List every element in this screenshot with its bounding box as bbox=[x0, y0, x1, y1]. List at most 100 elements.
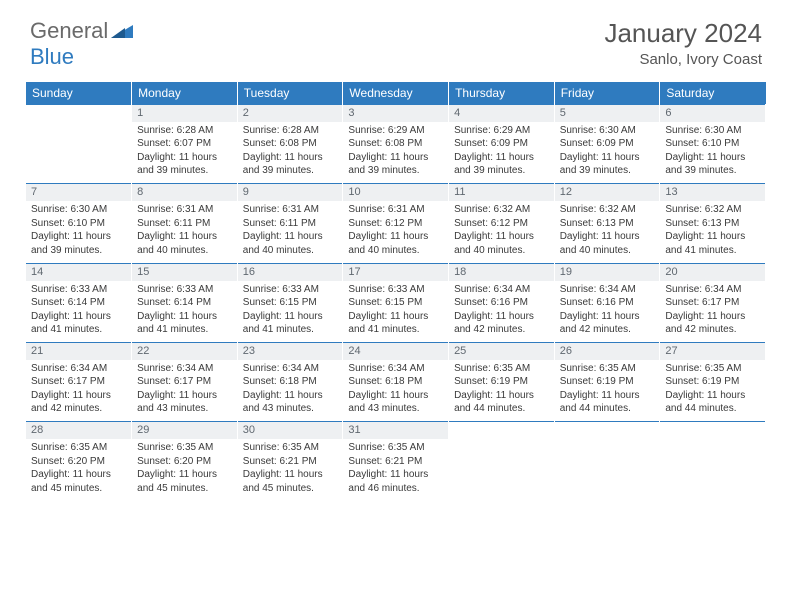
day-d1: Daylight: 11 hours bbox=[454, 310, 549, 324]
day-body-cell: Sunrise: 6:32 AMSunset: 6:12 PMDaylight:… bbox=[449, 201, 555, 263]
day-d1: Daylight: 11 hours bbox=[243, 151, 338, 165]
day-body-cell bbox=[660, 439, 766, 501]
day-d2: and 43 minutes. bbox=[137, 402, 232, 416]
day-sunset: Sunset: 6:21 PM bbox=[348, 455, 443, 469]
day-d2: and 42 minutes. bbox=[560, 323, 655, 337]
day-sunset: Sunset: 6:08 PM bbox=[348, 137, 443, 151]
header: General January 2024 Sanlo, Ivory Coast bbox=[0, 0, 792, 76]
day-sunrise: Sunrise: 6:35 AM bbox=[454, 362, 549, 376]
day-sunset: Sunset: 6:11 PM bbox=[243, 217, 338, 231]
day-body-cell: Sunrise: 6:29 AMSunset: 6:09 PMDaylight:… bbox=[449, 122, 555, 184]
day-body-cell: Sunrise: 6:34 AMSunset: 6:18 PMDaylight:… bbox=[343, 360, 449, 422]
day-sunrise: Sunrise: 6:34 AM bbox=[31, 362, 126, 376]
day-sunrise: Sunrise: 6:29 AM bbox=[348, 124, 443, 138]
day-sunrise: Sunrise: 6:29 AM bbox=[454, 124, 549, 138]
day-header: Wednesday bbox=[343, 82, 449, 105]
day-d2: and 43 minutes. bbox=[348, 402, 443, 416]
day-d1: Daylight: 11 hours bbox=[348, 230, 443, 244]
day-body-cell: Sunrise: 6:35 AMSunset: 6:21 PMDaylight:… bbox=[343, 439, 449, 501]
day-body-cell: Sunrise: 6:32 AMSunset: 6:13 PMDaylight:… bbox=[660, 201, 766, 263]
day-number-cell: 5 bbox=[554, 105, 660, 122]
day-header: Saturday bbox=[660, 82, 766, 105]
day-sunrise: Sunrise: 6:33 AM bbox=[31, 283, 126, 297]
day-body-cell: Sunrise: 6:29 AMSunset: 6:08 PMDaylight:… bbox=[343, 122, 449, 184]
day-sunrise: Sunrise: 6:35 AM bbox=[137, 441, 232, 455]
day-sunrise: Sunrise: 6:34 AM bbox=[348, 362, 443, 376]
day-number-cell: 31 bbox=[343, 422, 449, 439]
day-d2: and 42 minutes. bbox=[665, 323, 760, 337]
day-d1: Daylight: 11 hours bbox=[243, 468, 338, 482]
day-sunrise: Sunrise: 6:28 AM bbox=[243, 124, 338, 138]
day-number-cell: 18 bbox=[449, 263, 555, 280]
day-sunset: Sunset: 6:13 PM bbox=[560, 217, 655, 231]
day-body-cell: Sunrise: 6:34 AMSunset: 6:18 PMDaylight:… bbox=[237, 360, 343, 422]
day-d1: Daylight: 11 hours bbox=[137, 310, 232, 324]
day-number-cell: 15 bbox=[132, 263, 238, 280]
day-number-row: 14151617181920 bbox=[26, 263, 766, 280]
day-sunset: Sunset: 6:19 PM bbox=[454, 375, 549, 389]
day-sunset: Sunset: 6:15 PM bbox=[348, 296, 443, 310]
day-d1: Daylight: 11 hours bbox=[137, 230, 232, 244]
logo-text-general: General bbox=[30, 18, 108, 44]
day-body-cell bbox=[449, 439, 555, 501]
day-sunset: Sunset: 6:18 PM bbox=[348, 375, 443, 389]
day-number-cell: 22 bbox=[132, 343, 238, 360]
day-d2: and 39 minutes. bbox=[454, 164, 549, 178]
day-d2: and 40 minutes. bbox=[560, 244, 655, 258]
day-d2: and 40 minutes. bbox=[137, 244, 232, 258]
day-body-cell: Sunrise: 6:30 AMSunset: 6:10 PMDaylight:… bbox=[660, 122, 766, 184]
day-d1: Daylight: 11 hours bbox=[454, 151, 549, 165]
day-body-cell: Sunrise: 6:35 AMSunset: 6:19 PMDaylight:… bbox=[554, 360, 660, 422]
day-d2: and 41 minutes. bbox=[243, 323, 338, 337]
day-d2: and 46 minutes. bbox=[348, 482, 443, 496]
day-sunset: Sunset: 6:21 PM bbox=[243, 455, 338, 469]
day-header-row: Sunday Monday Tuesday Wednesday Thursday… bbox=[26, 82, 766, 105]
day-number-cell: 14 bbox=[26, 263, 132, 280]
day-d1: Daylight: 11 hours bbox=[348, 310, 443, 324]
day-body-row: Sunrise: 6:33 AMSunset: 6:14 PMDaylight:… bbox=[26, 281, 766, 343]
title-block: January 2024 Sanlo, Ivory Coast bbox=[604, 18, 762, 68]
day-d2: and 39 minutes. bbox=[31, 244, 126, 258]
day-d2: and 45 minutes. bbox=[31, 482, 126, 496]
day-sunset: Sunset: 6:17 PM bbox=[665, 296, 760, 310]
day-number-cell: 7 bbox=[26, 184, 132, 201]
day-d1: Daylight: 11 hours bbox=[560, 230, 655, 244]
day-header: Monday bbox=[132, 82, 238, 105]
day-sunrise: Sunrise: 6:31 AM bbox=[137, 203, 232, 217]
day-sunset: Sunset: 6:07 PM bbox=[137, 137, 232, 151]
day-d2: and 40 minutes. bbox=[243, 244, 338, 258]
day-number-cell: 11 bbox=[449, 184, 555, 201]
day-sunset: Sunset: 6:19 PM bbox=[560, 375, 655, 389]
day-d2: and 44 minutes. bbox=[560, 402, 655, 416]
day-sunset: Sunset: 6:11 PM bbox=[137, 217, 232, 231]
logo-text-blue: Blue bbox=[30, 44, 74, 70]
day-sunrise: Sunrise: 6:35 AM bbox=[560, 362, 655, 376]
day-d1: Daylight: 11 hours bbox=[243, 310, 338, 324]
day-d2: and 42 minutes. bbox=[31, 402, 126, 416]
day-number-cell bbox=[660, 422, 766, 439]
day-d2: and 44 minutes. bbox=[665, 402, 760, 416]
day-sunset: Sunset: 6:20 PM bbox=[31, 455, 126, 469]
day-number-cell: 12 bbox=[554, 184, 660, 201]
day-sunset: Sunset: 6:14 PM bbox=[137, 296, 232, 310]
day-body-cell: Sunrise: 6:35 AMSunset: 6:21 PMDaylight:… bbox=[237, 439, 343, 501]
day-d1: Daylight: 11 hours bbox=[665, 310, 760, 324]
day-sunrise: Sunrise: 6:33 AM bbox=[137, 283, 232, 297]
day-sunrise: Sunrise: 6:35 AM bbox=[31, 441, 126, 455]
day-d1: Daylight: 11 hours bbox=[560, 151, 655, 165]
day-d1: Daylight: 11 hours bbox=[243, 389, 338, 403]
day-d2: and 45 minutes. bbox=[137, 482, 232, 496]
day-sunrise: Sunrise: 6:35 AM bbox=[243, 441, 338, 455]
day-sunrise: Sunrise: 6:28 AM bbox=[137, 124, 232, 138]
day-sunrise: Sunrise: 6:34 AM bbox=[560, 283, 655, 297]
day-number-cell: 17 bbox=[343, 263, 449, 280]
day-sunset: Sunset: 6:16 PM bbox=[454, 296, 549, 310]
day-sunset: Sunset: 6:09 PM bbox=[560, 137, 655, 151]
day-body-cell: Sunrise: 6:35 AMSunset: 6:20 PMDaylight:… bbox=[26, 439, 132, 501]
day-d2: and 44 minutes. bbox=[454, 402, 549, 416]
page-title: January 2024 bbox=[604, 18, 762, 49]
day-number-cell: 29 bbox=[132, 422, 238, 439]
day-d1: Daylight: 11 hours bbox=[31, 230, 126, 244]
day-number-cell: 13 bbox=[660, 184, 766, 201]
day-d1: Daylight: 11 hours bbox=[348, 389, 443, 403]
